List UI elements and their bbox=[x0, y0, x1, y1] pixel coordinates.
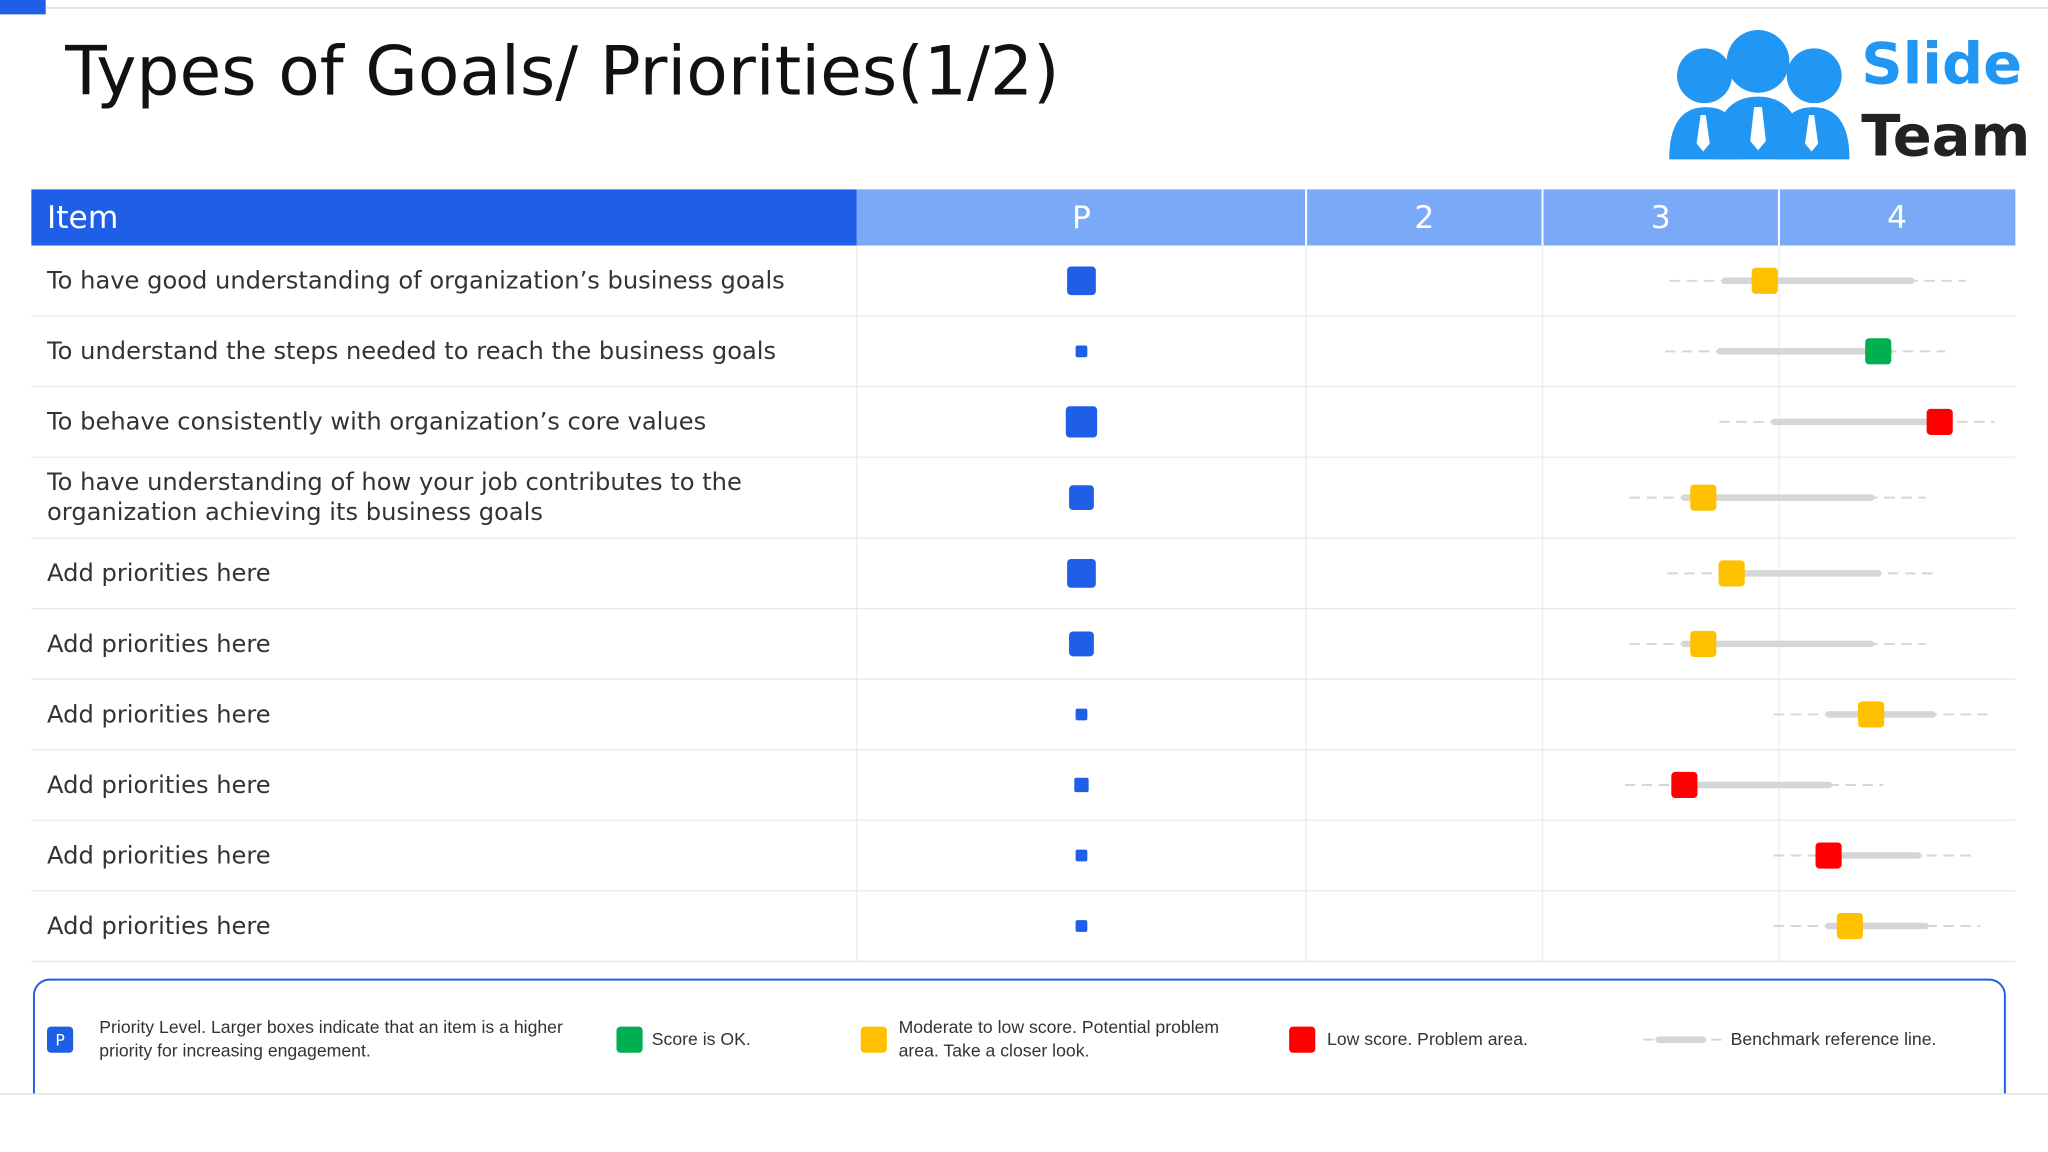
priority-box bbox=[1075, 345, 1088, 358]
item-text: Add priorities here bbox=[47, 559, 271, 588]
score-marker bbox=[1751, 267, 1778, 294]
header-cells bbox=[856, 189, 2016, 246]
item-text: To have good understanding of organizati… bbox=[47, 267, 785, 295]
legend-text: Score is OK. bbox=[651, 1029, 751, 1049]
score-marker bbox=[1926, 408, 1953, 435]
item-text-box: To have understanding of how your job co… bbox=[47, 468, 742, 527]
item-text-box: Add priorities here bbox=[47, 700, 271, 729]
priority-box bbox=[1075, 920, 1088, 932]
score-marker bbox=[1865, 338, 1892, 365]
score-marker bbox=[1836, 912, 1863, 940]
logo-text: Slide bbox=[1861, 31, 2022, 98]
logo-text: Team bbox=[1861, 102, 2030, 169]
table: Item P 2 3 4 To have good understanding of or… bbox=[31, 189, 2016, 962]
legend-text: Benchmark reference line. bbox=[1730, 1029, 1937, 1049]
column-header: P bbox=[1072, 200, 1091, 236]
priority-box bbox=[1065, 406, 1098, 438]
legend-text: Priority Level. Larger boxes indicate th… bbox=[99, 1017, 563, 1061]
item-text: To understand the steps needed to reach … bbox=[47, 337, 777, 366]
item-text: Add priorities here bbox=[47, 912, 271, 940]
header-item-cell bbox=[31, 189, 857, 246]
score-marker bbox=[1671, 771, 1698, 799]
score-marker bbox=[1815, 842, 1842, 869]
legend-text: Low score. Problem area. bbox=[1327, 1029, 1528, 1049]
legend-text-box: Low score. Problem area. bbox=[1327, 1029, 1528, 1049]
legend-text: Moderate to low score. Potential problem… bbox=[898, 1017, 1220, 1061]
item-text: Add priorities here bbox=[47, 630, 271, 658]
legend: P Priority Level. Larger boxes indicate t… bbox=[47, 1017, 1937, 1061]
legend-swatch bbox=[47, 1026, 74, 1053]
item-text: Add priorities here bbox=[47, 771, 271, 799]
item-text: To behave consistently with organization… bbox=[47, 408, 707, 436]
column-header: 4 bbox=[1887, 200, 1907, 236]
item-text: To have understanding of how your job co… bbox=[47, 468, 742, 527]
legend-swatch bbox=[860, 1026, 887, 1053]
item-text-box: To understand the steps needed to reach … bbox=[47, 337, 777, 366]
item-text-box: Add priorities here bbox=[47, 912, 271, 940]
priority-box bbox=[1074, 777, 1089, 793]
item-text-box: Add priorities here bbox=[47, 559, 271, 588]
score-marker bbox=[1718, 560, 1745, 587]
legend-text-box: Benchmark reference line. bbox=[1730, 1029, 1937, 1049]
priority-box bbox=[1075, 849, 1088, 862]
legend-text-box: Priority Level. Larger boxes indicate th… bbox=[99, 1017, 563, 1061]
footer-mask bbox=[0, 1094, 2048, 1152]
column-header: Item bbox=[47, 200, 118, 236]
priority-box bbox=[1069, 485, 1094, 511]
item-text-box: Add priorities here bbox=[47, 630, 271, 658]
item-text: Add priorities here bbox=[47, 841, 271, 870]
legend-swatch bbox=[616, 1026, 643, 1053]
logo-icon bbox=[1669, 30, 1850, 160]
item-text-box: To behave consistently with organization… bbox=[47, 408, 707, 436]
priority-box bbox=[1075, 708, 1088, 721]
score-marker bbox=[1690, 630, 1717, 657]
column-header: 2 bbox=[1414, 200, 1434, 236]
item-text: Add priorities here bbox=[47, 700, 271, 729]
priority-box bbox=[1067, 559, 1096, 588]
priority-box bbox=[1069, 631, 1094, 657]
legend-swatch-label: P bbox=[55, 1030, 64, 1049]
corner-accent bbox=[0, 0, 46, 15]
score-marker bbox=[1858, 701, 1885, 728]
item-text-box: Add priorities here bbox=[47, 771, 271, 799]
priority-box bbox=[1067, 266, 1096, 296]
title: Types of Goals/ Priorities(1/2) bbox=[64, 32, 1059, 111]
score-marker bbox=[1690, 484, 1717, 511]
column-header: 3 bbox=[1651, 200, 1671, 236]
legend-swatch bbox=[1289, 1026, 1316, 1053]
item-text-box: To have good understanding of organizati… bbox=[47, 267, 785, 295]
legend-text-box: Moderate to low score. Potential problem… bbox=[898, 1017, 1220, 1061]
legend-text-box: Score is OK. bbox=[651, 1029, 751, 1049]
item-text-box: Add priorities here bbox=[47, 841, 271, 870]
